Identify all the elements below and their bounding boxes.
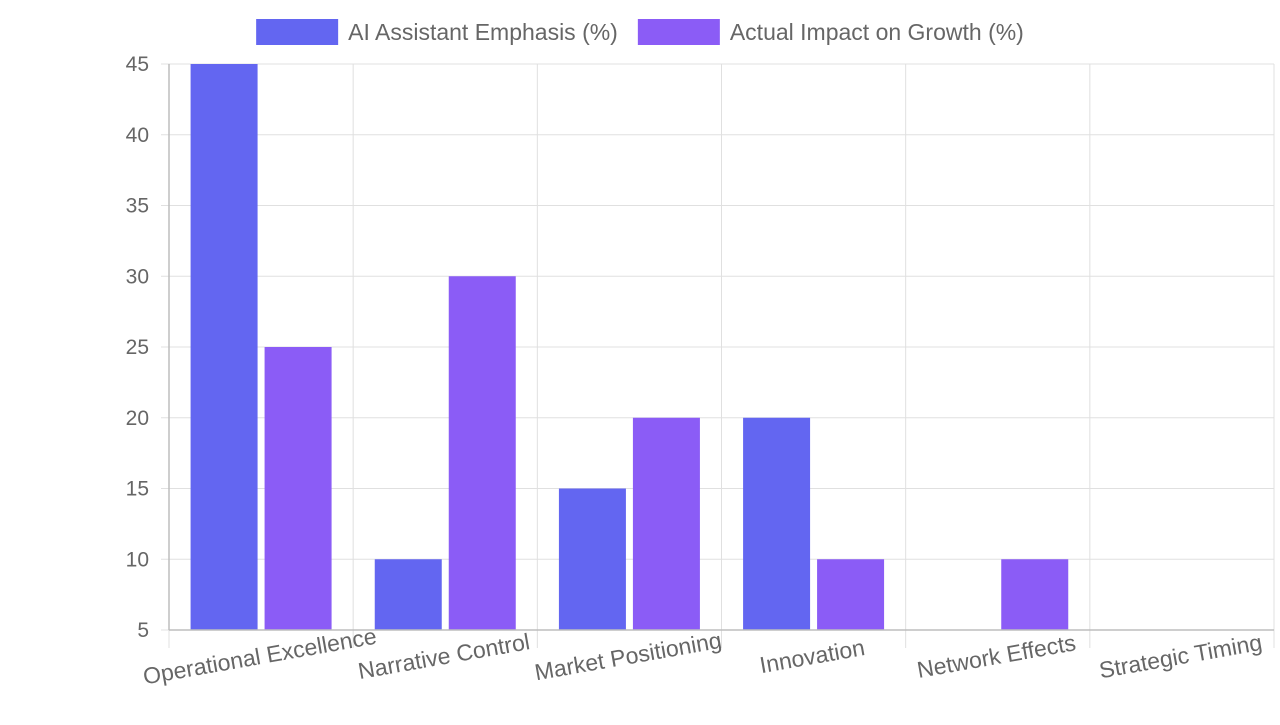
bar-actual-impact[interactable]: Actual Impact on Growth (%): 25 — [264, 347, 332, 630]
x-tick-label: Network Effects — [915, 629, 1078, 682]
x-tick-label: Operational Excellence — [141, 623, 378, 690]
x-tick-label: Innovation — [758, 634, 867, 678]
bar-ai-emphasis[interactable]: AI Assistant Emphasis (%): 10 — [374, 559, 442, 630]
x-tick-label: Strategic Timing — [1097, 629, 1264, 683]
y-tick-label: 5 — [137, 619, 149, 642]
legend-swatch — [256, 19, 339, 45]
y-tick-label: 10 — [126, 548, 149, 571]
legend-label: AI Assistant Emphasis (%) — [348, 19, 618, 45]
y-tick-label: 20 — [126, 407, 149, 430]
bar-actual-impact[interactable]: Actual Impact on Growth (%): 10 — [1001, 559, 1069, 630]
x-tick-label: Market Positioning — [533, 627, 724, 685]
y-tick-label: 30 — [126, 265, 149, 288]
bar-actual-impact[interactable]: Actual Impact on Growth (%): 10 — [817, 559, 885, 630]
grid — [161, 63, 1275, 648]
y-tick-label: 25 — [126, 336, 149, 359]
y-tick-label: 45 — [126, 53, 149, 76]
bars: AI Assistant Emphasis (%): 45 AI Assistan… — [190, 64, 1069, 631]
bar-ai-emphasis[interactable]: AI Assistant Emphasis (%): 45 — [190, 64, 258, 630]
legend-item-ai-emphasis[interactable]: AI Assistant Emphasis (%) — [256, 19, 618, 45]
legend-swatch — [637, 19, 720, 45]
legend-item-actual-impact[interactable]: Actual Impact on Growth (%) — [637, 19, 1024, 45]
bar-ai-emphasis[interactable]: AI Assistant Emphasis (%): 20 — [743, 417, 811, 630]
bar-actual-impact[interactable]: Actual Impact on Growth (%): 30 — [448, 276, 516, 630]
legend-label: Actual Impact on Growth (%) — [730, 19, 1024, 45]
x-tick-label: Narrative Control — [356, 628, 532, 684]
y-tick-label: 35 — [126, 195, 149, 218]
y-tick-label: 40 — [126, 124, 149, 147]
legend[interactable]: AI Assistant Emphasis (%) Actual Impact o… — [256, 19, 1024, 45]
bar-ai-emphasis[interactable]: AI Assistant Emphasis (%): 15 — [558, 488, 626, 631]
y-tick-label: 15 — [126, 478, 149, 501]
bar-actual-impact[interactable]: Actual Impact on Growth (%): 20 — [632, 417, 700, 630]
